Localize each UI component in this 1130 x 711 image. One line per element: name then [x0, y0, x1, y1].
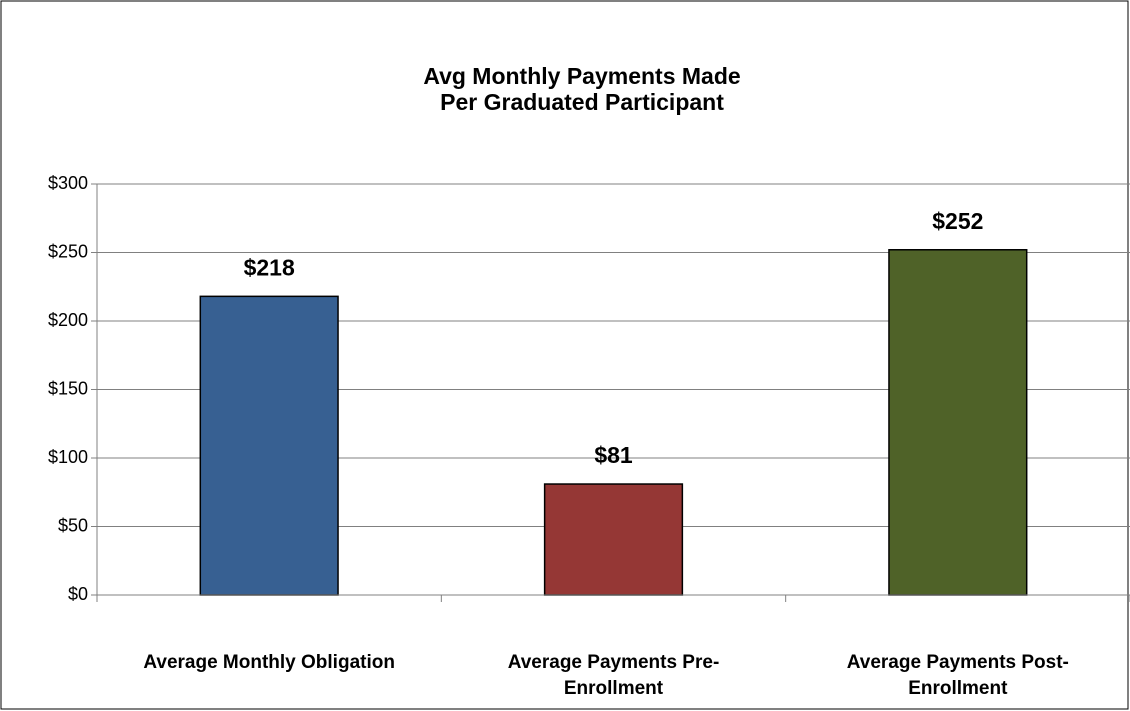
y-tick-label: $300: [48, 173, 88, 193]
value-label: $81: [594, 442, 633, 468]
y-tick-label: $200: [48, 310, 88, 330]
value-label: $218: [244, 254, 295, 280]
y-tick-label: $0: [68, 584, 88, 604]
y-tick-label: $150: [48, 378, 88, 398]
y-tick-label: $50: [58, 515, 88, 535]
x-tick-label: Average Payments Post-Enrollment: [846, 652, 1069, 699]
y-tick-label: $100: [48, 447, 88, 467]
x-tick-label: Average Monthly Obligation: [143, 652, 395, 673]
bar: [199, 295, 339, 596]
y-tick-label: $250: [48, 241, 88, 261]
chart-title: Avg Monthly Payments Made: [423, 63, 740, 89]
chart-title: Per Graduated Participant: [440, 89, 724, 115]
bar: [888, 249, 1028, 596]
x-tick-label: Average Payments Pre-Enrollment: [507, 652, 720, 699]
bar: [543, 483, 684, 596]
value-label: $252: [932, 208, 983, 234]
